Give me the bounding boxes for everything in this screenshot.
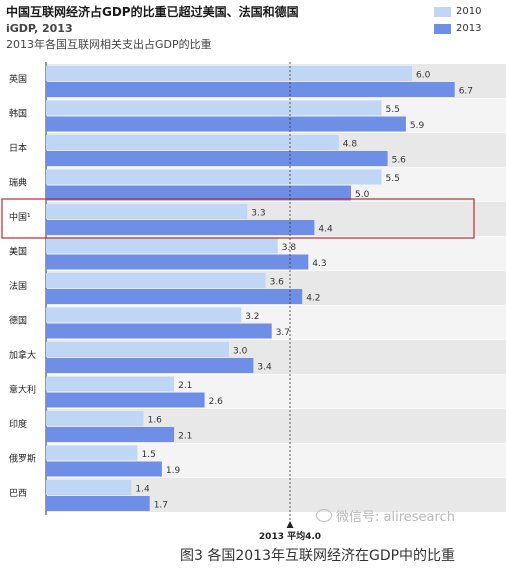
data-label-2010: 5.5 <box>386 105 400 115</box>
data-label-2010: 1.6 <box>148 416 163 426</box>
category-label: 韩国 <box>9 108 27 120</box>
bar-2010 <box>46 273 266 288</box>
bar-2013 <box>46 323 272 339</box>
data-label-2013: 5.9 <box>410 121 425 131</box>
bar-2010 <box>46 66 412 81</box>
legend-swatch-2013 <box>434 24 451 34</box>
bar-2010 <box>46 100 382 116</box>
data-label-2013: 3.4 <box>257 363 272 373</box>
bar-2010 <box>46 480 132 495</box>
bar-2010 <box>46 411 144 426</box>
data-label-2013: 4.3 <box>312 259 326 269</box>
category-label: 日本 <box>9 142 27 154</box>
category-label: 加拿大 <box>9 349 36 361</box>
data-label-2010: 3.2 <box>245 312 259 322</box>
data-label-2013: 3.7 <box>276 328 290 338</box>
data-label-2013: 4.2 <box>306 294 320 304</box>
data-label-2013: 5.0 <box>355 190 370 200</box>
bar-2013 <box>46 151 388 166</box>
bar-chart: 6.0 6.7 英国 5.5 5.9 韩国 4.8 5.6 日本 5.5 5.0 瑞典 3.3 4.4 中国… <box>1 62 506 542</box>
average-marker-icon <box>286 521 294 528</box>
chart-subtitle: 2013年各国互联网相关支出占GDP的比重 <box>6 38 212 51</box>
bar-2010 <box>46 342 229 357</box>
bar-2010 <box>46 169 382 185</box>
bar-2013 <box>46 496 150 511</box>
category-label: 俄罗斯 <box>9 453 36 465</box>
data-label-2013: 1.9 <box>166 466 181 476</box>
category-label: 德国 <box>9 315 27 327</box>
data-label-2010: 4.8 <box>343 140 358 150</box>
bar-2013 <box>46 358 254 373</box>
chart-source: iGDP, 2013 <box>6 22 73 35</box>
data-label-2010: 5.5 <box>386 174 400 184</box>
legend-swatch-2010 <box>434 7 451 17</box>
data-label-2013: 1.7 <box>154 501 168 511</box>
average-reference-label: 2013 平均4.0 <box>259 530 321 542</box>
bar-2013 <box>46 427 175 442</box>
data-label-2010: 1.4 <box>135 485 150 495</box>
bar-2010 <box>46 204 248 219</box>
data-label-2010: 3.3 <box>251 209 265 219</box>
data-label-2013: 4.4 <box>318 225 333 235</box>
data-label-2010: 3.0 <box>233 347 248 357</box>
bar-2013 <box>46 185 351 201</box>
category-label: 瑞典 <box>9 177 27 189</box>
chart-title: 中国互联网经济占GDP的比重已超过美国、法国和德国 <box>6 5 299 19</box>
watermark-text: 微信号: aliresearch <box>336 510 455 525</box>
watermark: 微信号: aliresearch <box>316 506 455 525</box>
data-label-2013: 6.7 <box>459 87 473 97</box>
figure-caption: 图3 各国2013年互联网经济在GDP中的比重 <box>180 548 456 564</box>
bar-2010 <box>46 307 242 323</box>
data-label-2010: 3.6 <box>270 278 285 288</box>
bar-2010 <box>46 376 175 392</box>
highlight-box <box>1 198 475 239</box>
bar-2010 <box>46 135 339 150</box>
data-label-2013: 2.6 <box>209 397 224 407</box>
data-label-2013: 2.1 <box>178 432 192 442</box>
data-label-2010: 6.0 <box>416 71 431 81</box>
category-label: 英国 <box>9 73 27 85</box>
legend-label-2010: 2010 <box>456 6 482 17</box>
bar-2013 <box>46 461 162 477</box>
bar-2013 <box>46 254 309 270</box>
data-label-2010: 3.8 <box>282 243 297 253</box>
data-label-2010: 2.1 <box>178 381 192 391</box>
bar-2013 <box>46 116 406 132</box>
bar-2010 <box>46 445 138 461</box>
category-label: 意大利 <box>9 384 36 396</box>
bar-2013 <box>46 82 455 97</box>
data-label-2013: 5.6 <box>392 156 407 166</box>
category-label: 印度 <box>9 418 27 430</box>
category-label: 中国¹ <box>9 211 31 223</box>
category-label: 美国 <box>9 246 27 258</box>
wechat-icon <box>316 509 332 522</box>
category-label: 法国 <box>9 280 27 292</box>
bar-2013 <box>46 289 303 304</box>
bar-2013 <box>46 220 315 235</box>
data-label-2010: 1.5 <box>142 450 156 460</box>
bar-2013 <box>46 392 205 408</box>
category-label: 巴西 <box>9 488 27 499</box>
legend-label-2013: 2013 <box>456 23 482 34</box>
bar-2010 <box>46 238 278 254</box>
